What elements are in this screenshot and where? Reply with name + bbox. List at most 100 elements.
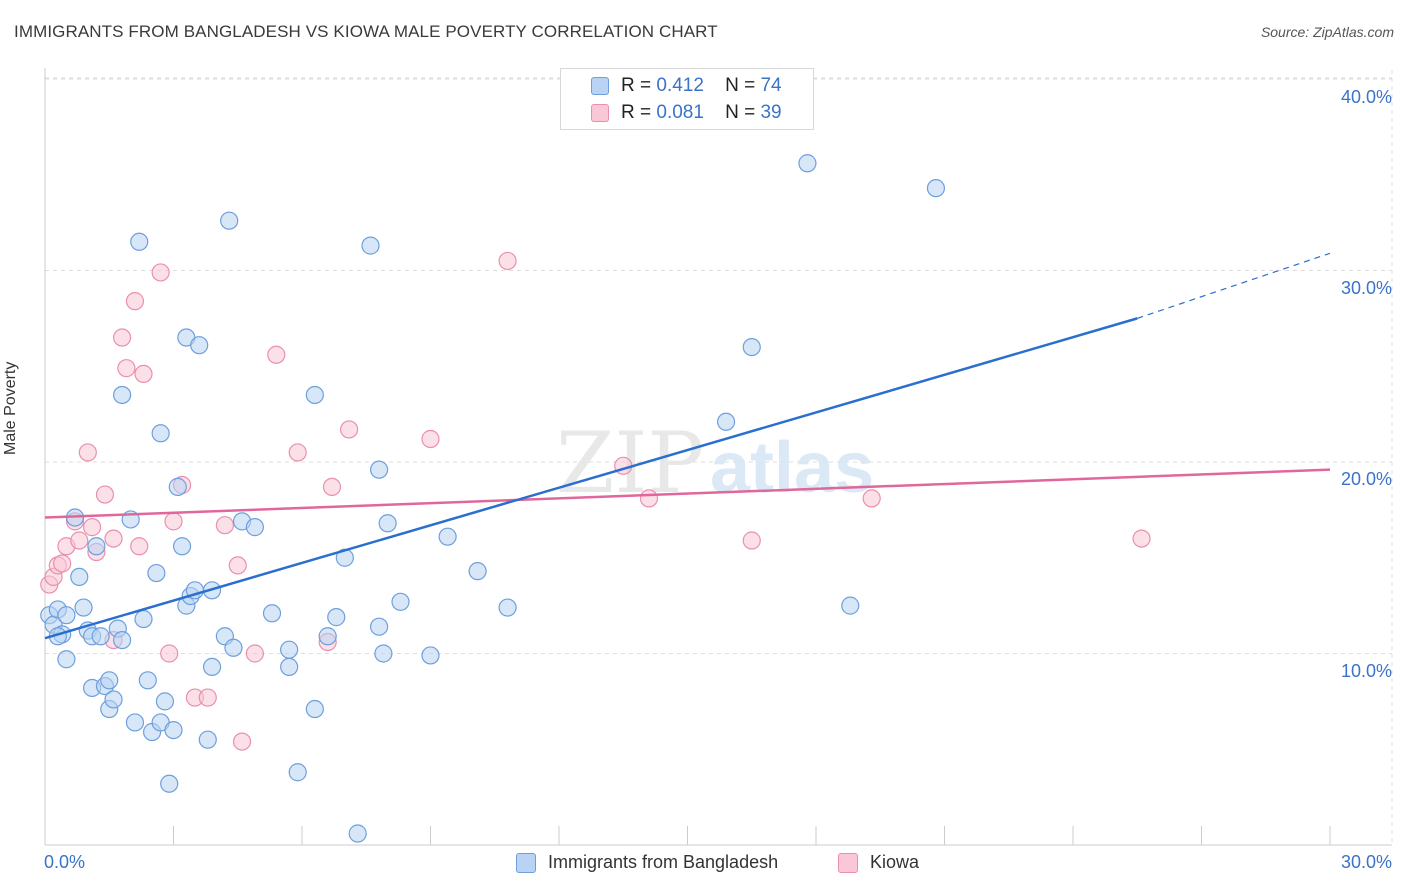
bangladesh-point [147,563,166,583]
bangladesh-point [74,598,93,617]
bangladesh-point [151,424,170,443]
bangladesh-point [172,537,192,556]
bangladesh-point [168,477,187,496]
x-tick-label-max: 30.0% [1340,852,1392,872]
bangladesh-point [370,460,389,479]
bangladesh-point [391,592,410,611]
bangladesh-point [498,598,517,617]
y-axis-label: Male Poverty [2,361,19,455]
bangladesh-point [468,562,487,581]
kiowa-points [40,251,1151,751]
bangladesh-point [57,650,76,669]
legend-label: Kiowa [870,852,920,872]
kiowa-point [78,443,97,462]
bangladesh-point [91,627,110,646]
bangladesh-point [288,763,307,782]
bangladesh-point [262,604,282,623]
bangladesh-points [40,154,946,843]
bangladesh-point [374,644,393,663]
watermark: ZIP atlas [556,414,874,512]
legend-n-value: 74 [760,75,782,96]
bangladesh-point [361,236,380,255]
kiowa-point [862,489,881,508]
bangladesh-point [305,385,324,405]
kiowa-point [267,345,286,364]
bangladesh-point [220,211,239,230]
bangladesh-point [198,730,217,749]
bangladesh-point [318,627,337,646]
kiowa-point [340,420,359,439]
bangladesh-point [138,671,157,690]
kiowa-point [112,328,132,347]
watermark-atlas: atlas [710,428,874,508]
bangladesh-point [327,608,346,627]
bangladesh-point [112,630,132,650]
legend-r-value: 0.081 [656,102,704,123]
kiowa-point [232,732,252,751]
grid-lines [45,70,1393,845]
bangladesh-point [224,638,243,657]
y-tick-label: 20.0% [1340,469,1392,489]
legend-r-label: R = [621,102,652,123]
bangladesh-point [378,514,397,533]
bangladesh-point [280,657,299,677]
kiowa-point [245,644,264,663]
bangladesh-point [100,671,119,690]
legend-n-value: 39 [760,102,782,123]
kiowa-point [83,518,102,537]
kiowa-point [117,359,136,378]
legend-row-kiowa: R = 0.081 N = 39 [621,100,782,126]
bangladesh-point [87,537,106,556]
kiowa-point [104,529,123,548]
legend-n-label: N = [725,102,756,123]
kiowa-point [288,443,307,462]
source-label: Source: ZipAtlas.com [1260,24,1394,40]
bangladesh-point [104,690,123,709]
y-tick-label: 30.0% [1340,278,1392,298]
bangladesh-point [112,385,132,405]
trend-lines [44,252,1331,640]
bangladesh-point [164,720,183,740]
kiowa-point [639,489,659,508]
correlation-legend: R = 0.412 N = 74 R = 0.081 N = 39 [560,68,814,130]
bangladesh-point [841,596,860,615]
kiowa-point [53,554,72,573]
bangladesh-point [716,412,736,431]
legend-swatch-blue [516,852,536,873]
bangladesh-point [202,657,222,677]
legend-label: Immigrants from Bangladesh [548,852,779,872]
legend-swatch-blue [591,77,609,95]
bangladesh-point [190,336,209,355]
kiowa-point [498,251,517,271]
bangladesh-point [348,824,367,843]
legend-item-bangladesh[interactable]: Immigrants from Bangladesh [516,852,778,873]
kiowa-point [421,429,440,449]
kiowa-point [125,292,145,311]
legend-item-kiowa[interactable]: Kiowa [838,852,919,873]
bangladesh-point [926,179,946,198]
bangladesh-point [742,338,761,357]
bangladesh-point [305,699,324,719]
kiowa-point [228,556,247,575]
kiowa-point [198,688,217,707]
kiowa-point [134,364,153,384]
bangladesh-point [134,609,153,629]
bangladesh-point [70,567,89,587]
kiowa-point [164,512,183,531]
kiowa-point [322,477,342,496]
bangladesh-point [280,640,299,659]
bangladesh-point [245,518,264,537]
axes [44,68,1392,846]
bangladesh-trend-extension [1137,252,1331,319]
bangladesh-trend-line [44,317,1138,640]
kiowa-point [70,531,89,550]
chart-title: IMMIGRANTS FROM BANGLADESH VS KIOWA MALE… [14,22,718,41]
bangladesh-point [370,617,389,636]
bangladesh-point [125,713,145,732]
legend-r-value: 0.412 [656,75,704,96]
bangladesh-point [130,232,149,251]
bangladesh-point [160,774,179,793]
kiowa-point [130,537,149,556]
bangladesh-point [798,154,817,173]
